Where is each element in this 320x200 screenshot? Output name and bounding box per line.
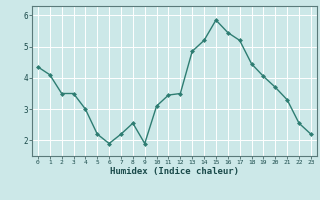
X-axis label: Humidex (Indice chaleur): Humidex (Indice chaleur)	[110, 167, 239, 176]
